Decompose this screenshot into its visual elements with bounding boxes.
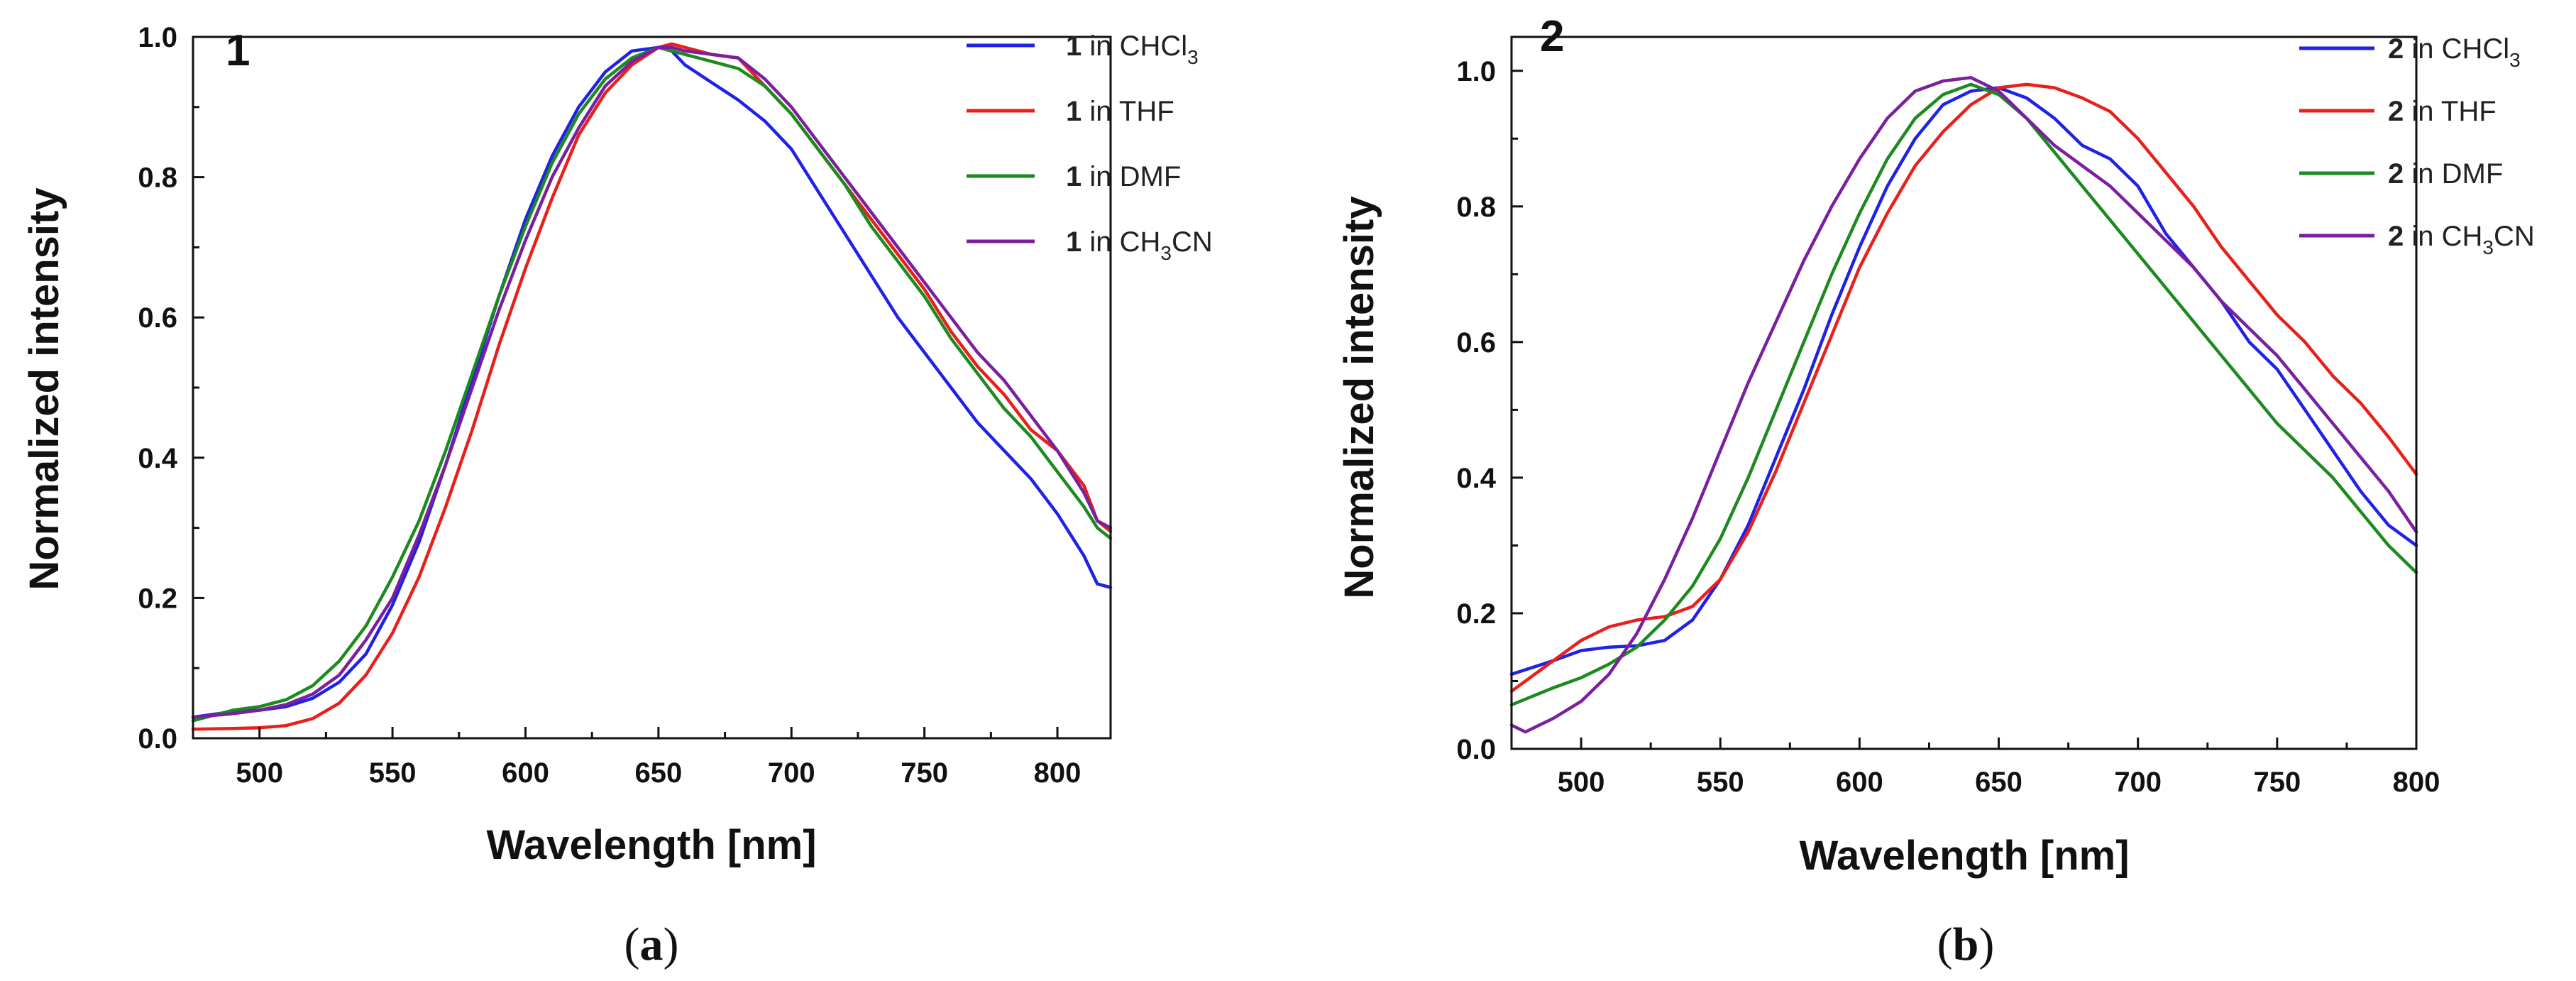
legend-subscript: 3 (2509, 49, 2521, 71)
legend-label-1: 2 in CHCl3 (2388, 33, 2521, 71)
plot-frame (192, 35, 1112, 740)
series-line-3 (191, 45, 1113, 723)
legend-solvent: in CH (2404, 221, 2482, 252)
x-tick-label: 600 (502, 757, 549, 789)
legend-compound: 1 (1066, 31, 1081, 62)
y-tick-label: 0.6 (1456, 327, 1496, 358)
x-tick-label: 650 (634, 757, 682, 789)
legend-solvent: in CHCl (2404, 33, 2509, 65)
x-tick-label: 700 (768, 757, 815, 789)
caption-close-paren: ) (1978, 919, 1994, 970)
y-tick-label: 0.8 (1456, 192, 1496, 223)
legend-solvent-suffix: CN (1172, 226, 1213, 258)
series-line-4 (191, 45, 1113, 719)
plot-frame (1510, 35, 2418, 750)
legend-compound: 2 (2388, 33, 2404, 65)
y-tick-label: 0.2 (138, 583, 177, 614)
series-line-3 (1509, 82, 2418, 707)
legend-compound: 1 (1066, 96, 1081, 127)
legend-label-4: 2 in CH3CN (2388, 221, 2535, 258)
series-line-4 (1509, 76, 2418, 734)
y-tick-label: 0.8 (138, 163, 177, 194)
legend-label-3: 1 in DMF (1066, 161, 1181, 192)
legend-label-3: 2 in DMF (2388, 158, 2503, 190)
x-tick-label: 600 (1836, 767, 1883, 798)
legend-compound: 1 (1066, 161, 1081, 192)
y-tick-label: 0.0 (1456, 734, 1496, 765)
x-tick-label: 750 (901, 757, 948, 789)
legend-solvent: in DMF (1081, 161, 1181, 192)
x-axis-title: Wavelength [nm] (1799, 833, 2129, 879)
legend-compound: 1 (1066, 226, 1081, 258)
legend-compound: 2 (2388, 96, 2404, 127)
y-tick-label: 1.0 (1456, 56, 1496, 87)
x-tick-label: 500 (236, 757, 283, 789)
y-axis-title: Normalized intensity (21, 187, 67, 590)
legend-subscript: 3 (2482, 236, 2494, 258)
series-line-1 (1509, 86, 2418, 676)
caption-letter: a (640, 919, 664, 970)
legend-solvent-suffix: CN (2494, 221, 2535, 252)
series-line-2 (1509, 82, 2418, 694)
x-tick-label: 500 (1558, 767, 1605, 798)
x-tick-label: 800 (2393, 767, 2440, 798)
x-tick-label: 650 (1975, 767, 2022, 798)
chart-panel-b: 500 550 600 650 700 750 800 0.0 0.2 0.4 0.6 0.8 1.0 W… (1336, 12, 2535, 970)
y-tick-label: 0.0 (138, 723, 177, 755)
legend-compound: 2 (2388, 221, 2404, 252)
chart-panel-a: 500 550 600 650 700 750 800 0.0 0.2 0.4 0.6 0.8 1.0 W… (21, 22, 1213, 970)
x-tick-label: 800 (1034, 757, 1081, 789)
y-axis-title: Normalized intensity (1336, 196, 1382, 598)
x-axis-title: Wavelength [nm] (486, 822, 816, 868)
legend-solvent: in DMF (2404, 158, 2503, 190)
y-tick-label: 0.6 (138, 302, 177, 334)
legend-solvent: in CH (1081, 226, 1160, 258)
panel-label: 1 (226, 26, 250, 75)
legend-label-2: 2 in THF (2388, 96, 2497, 127)
legend-subscript: 3 (1160, 242, 1172, 264)
panel-caption: (b) (1937, 919, 1995, 970)
x-tick-label: 550 (369, 757, 417, 789)
legend-label-4: 1 in CH3CN (1066, 226, 1213, 264)
caption-open-paren: ( (1937, 919, 1953, 970)
x-tick-label: 700 (2114, 767, 2162, 798)
legend-subscript: 3 (1187, 46, 1199, 68)
caption-close-paren: ) (664, 919, 679, 970)
legend-compound: 2 (2388, 158, 2404, 190)
panel-caption: (a) (624, 919, 679, 970)
y-tick-label: 1.0 (138, 22, 177, 53)
series-line-2 (191, 42, 1113, 731)
caption-letter: b (1953, 919, 1979, 970)
y-tick-label: 0.4 (138, 443, 177, 474)
legend-solvent: in THF (2404, 96, 2496, 127)
legend-solvent: in CHCl (1081, 31, 1187, 62)
x-tick-label: 550 (1697, 767, 1744, 798)
legend-label-2: 1 in THF (1066, 96, 1174, 127)
legend-label-1: 1 in CHCl3 (1066, 31, 1199, 68)
legend-solvent: in THF (1081, 96, 1174, 127)
caption-open-paren: ( (624, 919, 640, 970)
panel-label: 2 (1540, 12, 1564, 61)
x-tick-label: 750 (2253, 767, 2301, 798)
y-tick-label: 0.2 (1456, 598, 1496, 630)
y-tick-label: 0.4 (1456, 463, 1496, 494)
series-line-1 (191, 45, 1113, 719)
